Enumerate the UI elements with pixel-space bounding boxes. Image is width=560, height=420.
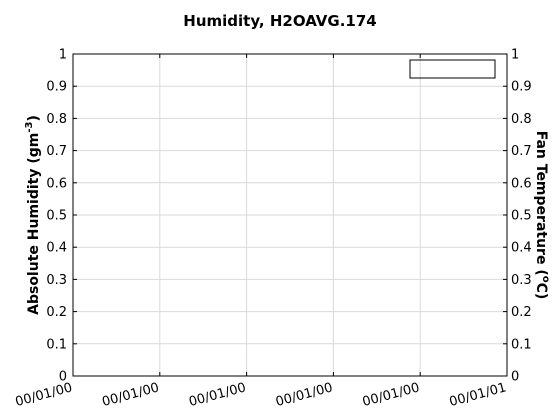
x-tick-label: 00/01/01 bbox=[448, 380, 508, 410]
x-tick-label: 00/01/00 bbox=[274, 380, 334, 410]
right-tick-label: 0.2 bbox=[511, 305, 532, 320]
left-tick-label: 1 bbox=[59, 48, 67, 63]
x-tick-label: 00/01/00 bbox=[187, 380, 247, 410]
left-tick-label: 0.7 bbox=[46, 144, 67, 159]
left-tick-label: 0 bbox=[59, 370, 67, 385]
left-tick-label: 0.4 bbox=[46, 241, 67, 256]
left-y-axis: 0 0.1 0.2 0.3 0.4 0.5 0.6 0.7 0.8 0.9 1 bbox=[46, 48, 77, 385]
right-tick-label: 0.3 bbox=[511, 273, 532, 288]
right-tick-label: 0.8 bbox=[511, 112, 532, 127]
left-y-axis-label-text: Absolute Humidity (gm bbox=[26, 133, 42, 315]
right-tick-label: 0.7 bbox=[511, 144, 532, 159]
right-y-axis-label-end: C) bbox=[533, 283, 549, 300]
left-tick-label: 0.2 bbox=[46, 305, 67, 320]
right-tick-label: 0.1 bbox=[511, 337, 532, 352]
x-tick-label: 00/01/00 bbox=[361, 380, 421, 410]
left-tick-label: 0.1 bbox=[46, 337, 67, 352]
left-tick-label: 0.3 bbox=[46, 273, 67, 288]
right-tick-label: 1 bbox=[511, 48, 519, 63]
right-y-axis-label: Fan Temperature (oC) bbox=[533, 131, 551, 300]
x-tick-label: 00/01/00 bbox=[14, 380, 74, 410]
right-tick-label: 0.4 bbox=[511, 241, 532, 256]
left-tick-label: 0.5 bbox=[46, 209, 67, 224]
left-tick-label: 0.9 bbox=[46, 80, 67, 95]
right-y-axis-label-text: Fan Temperature ( bbox=[533, 131, 549, 276]
legend-box bbox=[409, 59, 496, 79]
x-axis: 00/01/00 00/01/00 00/01/00 00/01/00 00/01/00… bbox=[14, 54, 508, 410]
grid bbox=[73, 54, 507, 376]
left-y-axis-label-superscript: -3 bbox=[24, 121, 35, 132]
left-tick-label: 0.6 bbox=[46, 176, 67, 191]
left-y-axis-label-end: ) bbox=[26, 115, 42, 121]
left-tick-label: 0.8 bbox=[46, 112, 67, 127]
left-y-axis-label: Absolute Humidity (gm-3) bbox=[24, 115, 42, 315]
right-tick-label: 0 bbox=[511, 370, 519, 385]
chart-title: Humidity, H2OAVG.174 bbox=[183, 12, 376, 30]
right-tick-label: 0.6 bbox=[511, 176, 532, 191]
right-tick-label: 0.9 bbox=[511, 80, 532, 95]
x-tick-label: 00/01/00 bbox=[101, 380, 161, 410]
right-tick-label: 0.5 bbox=[511, 209, 532, 224]
right-y-axis: 0 0.1 0.2 0.3 0.4 0.5 0.6 0.7 0.8 0.9 1 bbox=[503, 48, 532, 385]
right-y-axis-label-superscript: o bbox=[540, 276, 551, 283]
